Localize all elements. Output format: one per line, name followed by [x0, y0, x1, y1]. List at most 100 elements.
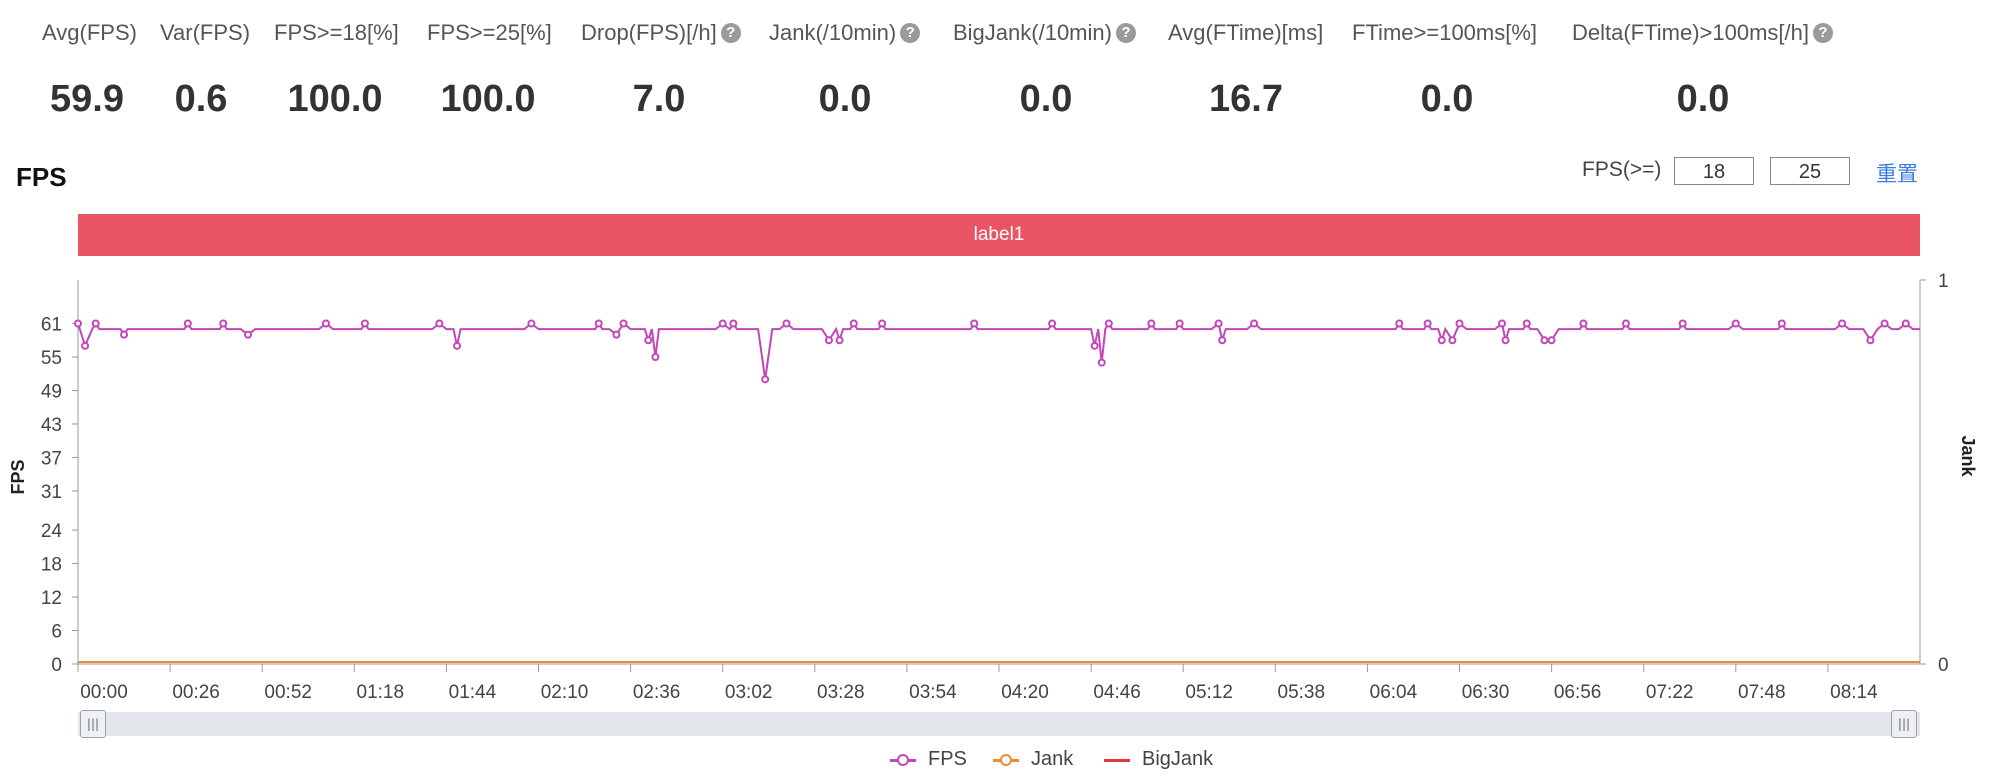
x-tick-label: 02:36	[633, 682, 681, 703]
fps-point	[1097, 358, 1106, 367]
fps-point	[1214, 319, 1223, 328]
reset-button[interactable]: 重置	[1876, 163, 1918, 186]
x-tick-label: 06:56	[1554, 682, 1602, 703]
label-band-text: label1	[973, 224, 1025, 245]
y-tick-label: 37	[41, 448, 62, 469]
stat-label: FTime>=100ms[%]	[1352, 20, 1537, 46]
fps-threshold-input-2[interactable]: 25	[1770, 157, 1850, 185]
x-tick-label: 03:54	[909, 682, 957, 703]
help-icon[interactable]: ?	[1812, 23, 1833, 43]
fps-point	[594, 319, 603, 328]
fps-point	[183, 319, 192, 328]
x-tick-label: 00:52	[264, 682, 312, 703]
x-tick-label: 08:14	[1830, 682, 1878, 703]
stat-label-text: Drop(FPS)[/h]	[581, 20, 717, 45]
stat-label-text: FTime>=100ms[%]	[1352, 20, 1538, 45]
fps-point	[120, 330, 129, 339]
fps-point	[878, 319, 887, 328]
help-icon[interactable]: ?	[1115, 23, 1136, 43]
fps-point	[1880, 319, 1889, 328]
fps-point	[761, 375, 770, 384]
fps-point	[1395, 319, 1404, 328]
fps-point	[1250, 319, 1259, 328]
fps-point	[824, 336, 833, 345]
fps-point	[1175, 319, 1184, 328]
y-tick-label: 6	[51, 622, 62, 643]
fps-point	[651, 352, 660, 361]
legend-marker	[1104, 753, 1130, 767]
help-icon[interactable]: ?	[900, 23, 921, 43]
slider-left-handle[interactable]: |||	[80, 710, 106, 738]
legend-label: BigJank	[1142, 748, 1214, 770]
fps-point	[782, 319, 791, 328]
fps-threshold-input-1[interactable]: 18	[1674, 157, 1754, 185]
fps-point	[718, 319, 727, 328]
stats-panel: Avg(FPS) 59.9 Var(FPS) 0.6 FPS>=18[%] 100.0 FP…	[0, 0, 2000, 130]
fps-point	[1547, 336, 1556, 345]
x-tick-label: 04:20	[1001, 682, 1049, 703]
slider-right-handle[interactable]: |||	[1891, 710, 1917, 738]
fps-point	[453, 341, 462, 350]
x-tick-label: 06:04	[1370, 682, 1418, 703]
stat-label-text: BigJank(/10min)	[953, 20, 1112, 45]
time-slider-track[interactable]	[78, 712, 1920, 736]
fps-point	[1218, 336, 1227, 345]
fps-point	[644, 336, 653, 345]
y-tick-label: 43	[41, 415, 62, 436]
stat-value: 100.0	[287, 78, 383, 120]
fps-point	[527, 319, 536, 328]
fps-point	[1090, 341, 1099, 350]
fps-point	[1147, 319, 1156, 328]
legend-item-bigjank[interactable]: BigJank	[1104, 748, 1213, 771]
y-tick-label: 55	[41, 348, 62, 369]
fps-threshold-label: FPS(>=)	[1582, 158, 1662, 181]
y-tick-label: 0	[51, 655, 62, 676]
stat-value: 0.0	[1676, 78, 1730, 120]
fps-point	[1501, 336, 1510, 345]
fps-point	[1048, 319, 1057, 328]
legend-marker	[993, 753, 1019, 767]
fps-point	[619, 319, 628, 328]
stat-value: 0.0	[1019, 78, 1073, 120]
legend-item-fps[interactable]: FPS	[890, 748, 967, 771]
y-axis-title: FPS	[8, 459, 28, 494]
legend-item-jank[interactable]: Jank	[993, 748, 1073, 771]
y-tick-label: 49	[41, 381, 62, 402]
fps-point	[91, 319, 100, 328]
fps-point	[1437, 336, 1446, 345]
stat-label: FPS>=25[%]	[427, 20, 552, 46]
fps-point	[1838, 319, 1847, 328]
fps-point	[219, 319, 228, 328]
fps-point	[1540, 336, 1549, 345]
fps-point	[360, 319, 369, 328]
y2-tick-label: 0	[1938, 655, 1949, 676]
stat-label: Var(FPS)	[160, 20, 250, 46]
fps-point	[970, 319, 979, 328]
x-tick-label: 01:44	[449, 682, 497, 703]
legend-label: FPS	[928, 748, 967, 770]
fps-line	[77, 321, 1920, 380]
fps-point	[1455, 319, 1464, 328]
fps-chart: 0 6 12 18 24 31 37 43 49 55 61 0 1 FPS Jank 00:00 00:26 0…	[8, 271, 1978, 703]
stat-label-text: Avg(FPS)	[42, 20, 137, 45]
stat-value: 59.9	[50, 78, 124, 120]
fps-point	[1866, 336, 1875, 345]
fps-point	[81, 341, 90, 350]
stat-label: BigJank(/10min)?	[953, 20, 1136, 46]
stat-value: 7.0	[632, 78, 686, 120]
y-tick-label: 61	[41, 314, 62, 335]
help-icon[interactable]: ?	[720, 23, 741, 43]
x-tick-label: 04:46	[1093, 682, 1141, 703]
fps-point	[435, 319, 444, 328]
fps-point	[244, 330, 253, 339]
y-tick-label: 18	[41, 555, 62, 576]
y2-axis-title: Jank	[1958, 435, 1978, 477]
fps-point	[1498, 319, 1507, 328]
stat-value: 16.7	[1209, 78, 1283, 120]
stat-label: Avg(FTime)[ms]	[1168, 20, 1323, 46]
x-tick-label: 00:26	[172, 682, 220, 703]
fps-point	[1621, 319, 1630, 328]
stat-value: 0.0	[818, 78, 872, 120]
y-tick-label: 24	[41, 521, 63, 542]
x-tick-label: 06:30	[1462, 682, 1510, 703]
